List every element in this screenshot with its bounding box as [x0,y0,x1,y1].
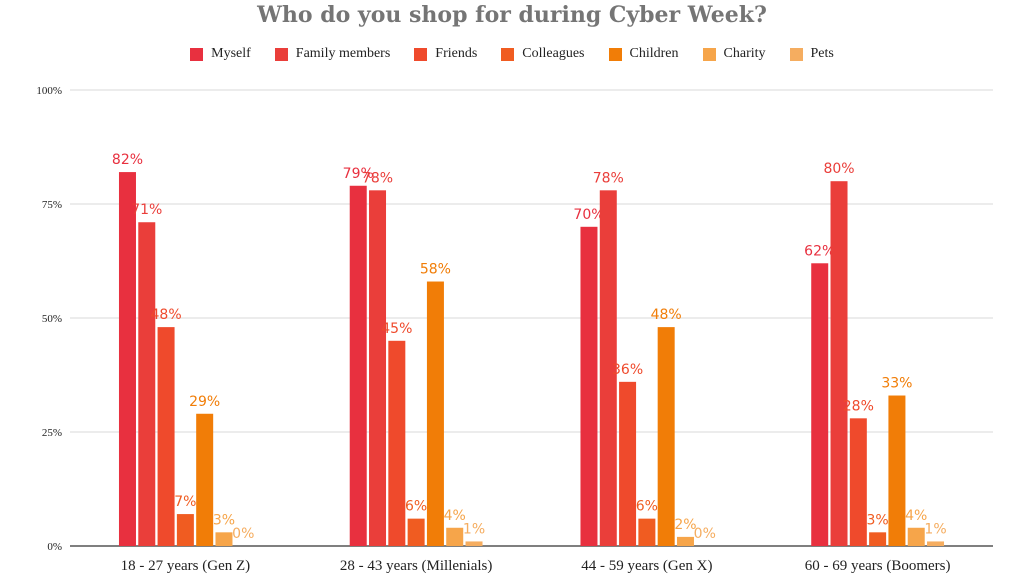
legend-label: Children [629,46,679,61]
legend-item: Colleagues [501,46,585,62]
bar [196,413,214,546]
data-label: 33% [881,376,912,392]
data-label: 62% [804,243,835,259]
y-tick-label: 50% [42,313,62,325]
legend: Myself Family members Friends Colleagues Chi… [0,46,1024,62]
legend-label: Pets [810,46,834,61]
legend-item: Friends [414,46,477,62]
legend-swatch [608,47,622,61]
data-label: 58% [420,262,451,278]
bar [407,518,425,546]
bar [907,527,925,546]
bar [138,222,156,547]
bar [657,327,675,546]
legend-label: Family members [295,46,391,61]
bar [638,518,656,546]
y-tick-label: 75% [42,199,62,211]
x-tick-label: 28 - 43 years (Millenials) [340,558,492,574]
data-label: 4% [444,508,466,524]
data-label: 1% [924,521,946,537]
bar [426,281,444,546]
bar [676,536,694,546]
y-tick-label: 0% [47,541,62,553]
data-label: 6% [636,499,658,515]
bar [927,541,945,546]
legend-item: Myself [190,46,251,62]
legend-swatch [789,47,803,61]
data-label: 0% [694,526,716,542]
data-label: 4% [905,508,927,524]
bar [619,381,637,546]
data-label: 6% [405,499,427,515]
data-label: 1% [463,521,485,537]
x-tick-label: 44 - 59 years (Gen X) [581,558,712,574]
data-label: 78% [593,170,624,186]
data-label: 29% [189,394,220,410]
legend-label: Charity [723,46,766,61]
legend-swatch [702,47,716,61]
data-label: 79% [343,166,374,182]
bar [811,263,829,546]
y-tick-label: 25% [42,427,62,439]
bar [888,395,906,546]
data-label: 7% [174,494,196,510]
bar [118,172,136,546]
data-label: 0% [232,526,254,542]
data-label: 48% [151,307,182,323]
data-label: 2% [674,517,696,533]
legend-item: Children [608,46,679,62]
data-label: 82% [112,152,143,168]
data-label: 28% [843,398,874,414]
data-label: 70% [573,207,604,223]
x-tick-label: 18 - 27 years (Gen Z) [121,558,251,574]
legend-label: Colleagues [522,46,585,61]
data-label: 3% [867,512,889,528]
x-tick-label: 60 - 69 years (Boomers) [805,558,951,574]
bar [388,340,406,546]
legend-item: Family members [274,46,391,62]
legend-label: Myself [211,46,251,61]
data-label: 48% [651,307,682,323]
bar [176,514,194,546]
legend-item: Pets [789,46,834,62]
legend-swatch [274,47,288,61]
bar [465,541,483,546]
bar [580,226,598,547]
data-label: 78% [362,170,393,186]
legend-item: Charity [702,46,766,62]
data-label: 45% [381,321,412,337]
chart-title: Who do you shop for during Cyber Week? [257,2,767,28]
bar [157,327,175,546]
bar [215,532,233,546]
bar [849,418,867,546]
bar [599,190,617,546]
legend-swatch [190,47,204,61]
bar [369,190,387,546]
data-label: 36% [612,362,643,378]
bar [830,181,848,546]
bar [446,527,464,546]
data-label: 3% [213,512,235,528]
data-label: 80% [823,161,854,177]
data-label: 71% [131,202,162,218]
y-tick-label: 100% [36,85,62,97]
bar [869,532,887,546]
bar [349,185,367,546]
legend-label: Friends [435,46,478,61]
legend-swatch [414,47,428,61]
legend-swatch [501,47,515,61]
